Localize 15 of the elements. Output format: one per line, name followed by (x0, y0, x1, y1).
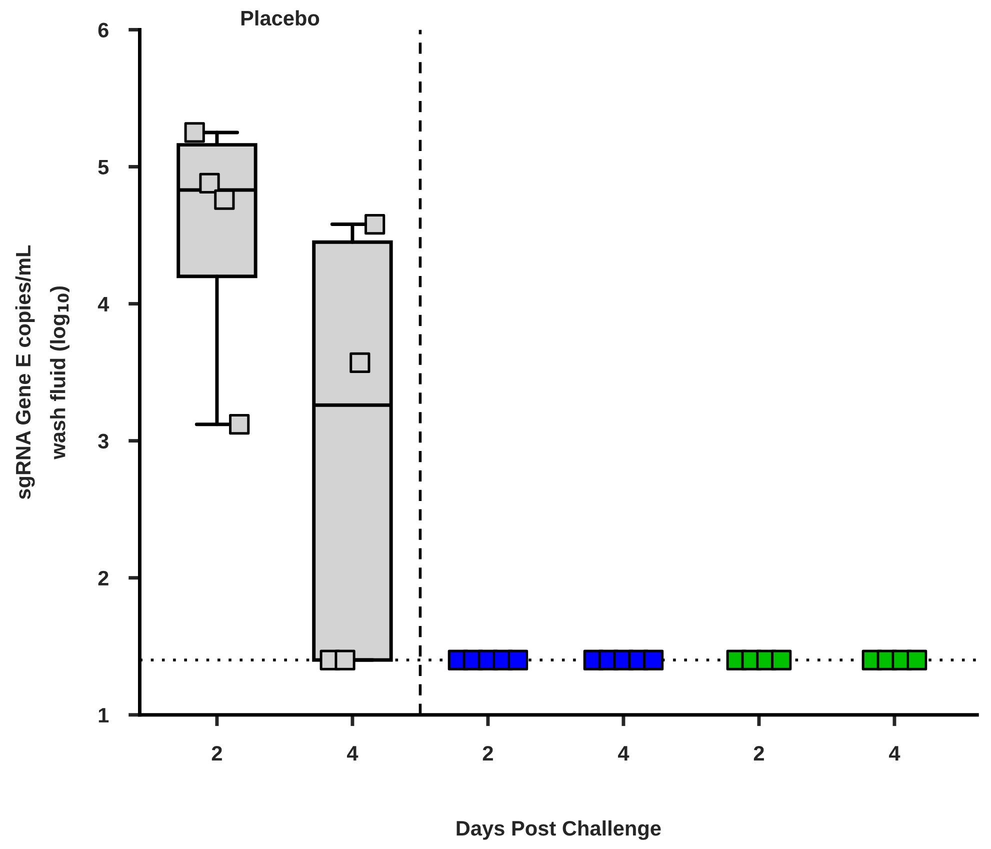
x-axis-title: Days Post Challenge (456, 820, 661, 840)
x-tick-label: 4 (346, 746, 358, 761)
text: Placebo (241, 10, 320, 26)
y-tick-label: 2 (98, 570, 108, 586)
x-tick-label: 2 (212, 746, 222, 761)
y-tick-label: 6 (98, 22, 108, 38)
y-tick-label: 4 (98, 296, 110, 312)
y-tick-label: 3 (98, 434, 108, 449)
x-tick-label: 2 (482, 746, 493, 761)
y-tick-label: 1 (98, 708, 109, 722)
y-tick-label: 5 (98, 160, 109, 174)
y-axis-title: sgRNA Gene E copies/mL wash fluid (log$_{10}$) (15, 245, 70, 500)
x-tick-label: 2 (754, 746, 764, 761)
x-tick-label: 4 (618, 746, 630, 761)
x-tick-label: 4 (888, 746, 900, 761)
